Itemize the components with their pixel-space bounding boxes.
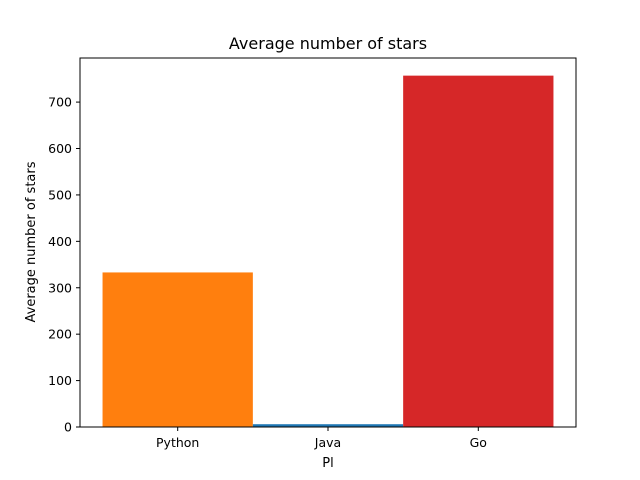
bar-java — [252, 424, 404, 427]
y-axis: 0 100 200 300 400 500 600 700 — [48, 95, 80, 435]
x-axis-label: Pl — [322, 456, 333, 471]
x-axis: Python Java Go — [156, 427, 487, 450]
plot-frame — [79, 57, 577, 428]
bars-group — [102, 75, 554, 428]
y-tick-label: 500 — [48, 187, 72, 202]
x-tick-label: Python — [156, 435, 199, 450]
y-tick-label: 100 — [48, 373, 72, 388]
y-axis-label: Average number of stars — [24, 161, 39, 322]
y-tick-label: 0 — [64, 420, 72, 435]
chart-title: Average number of stars — [229, 34, 427, 53]
y-tick-label: 600 — [48, 141, 72, 156]
y-tick-label: 700 — [48, 95, 72, 110]
y-tick-label: 400 — [48, 234, 72, 249]
x-tick-label: Go — [470, 435, 487, 450]
bar-go — [403, 75, 554, 428]
y-tick-label: 300 — [48, 280, 72, 295]
x-tick-label: Java — [314, 435, 341, 450]
y-tick-label: 200 — [48, 327, 72, 342]
bar-python — [102, 272, 253, 427]
